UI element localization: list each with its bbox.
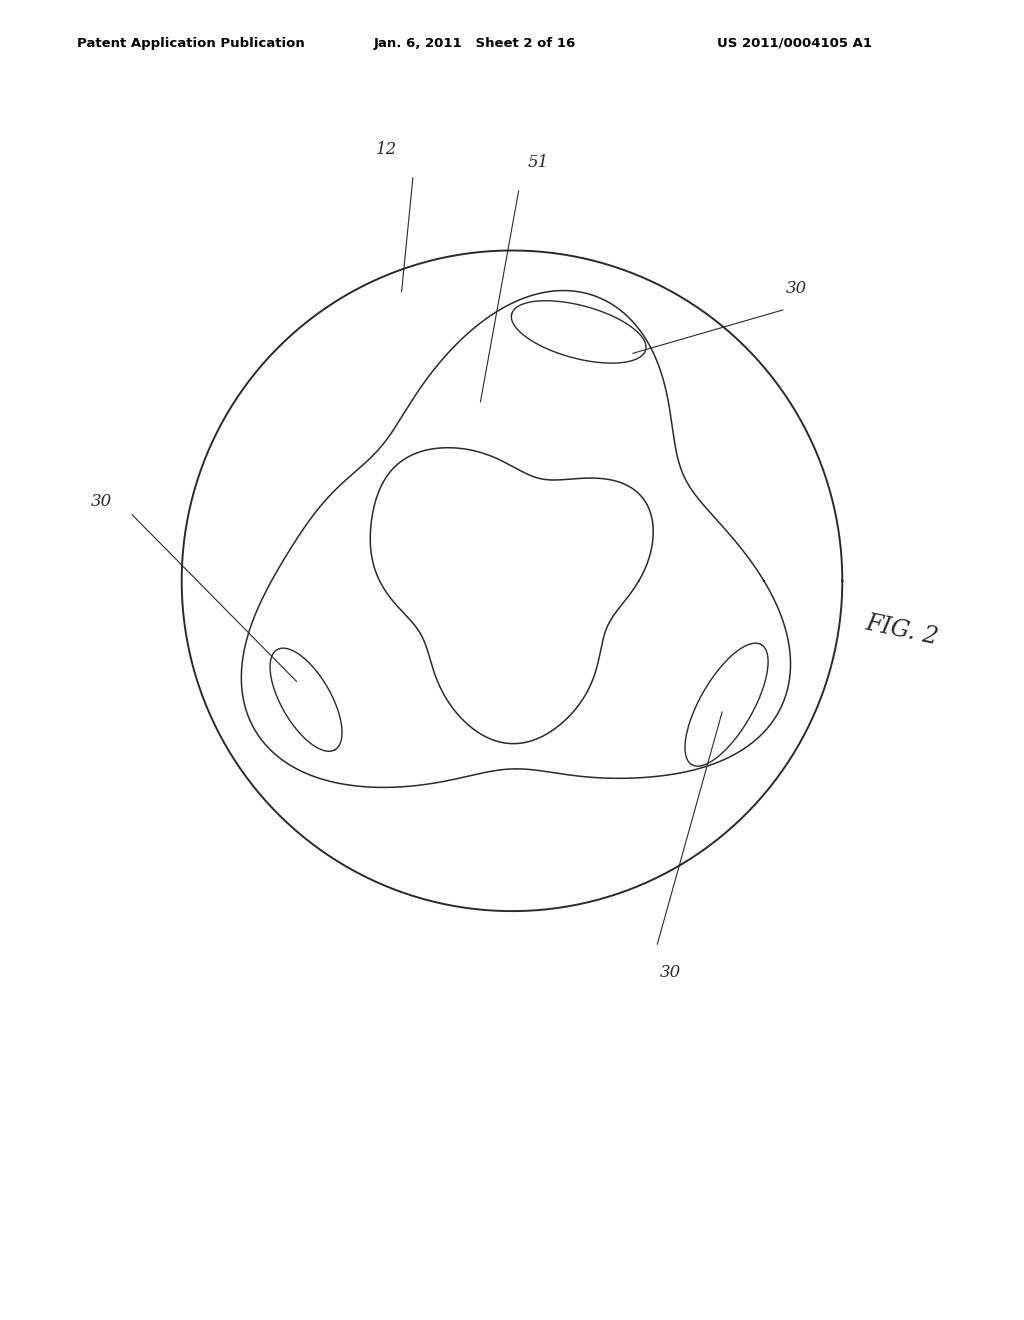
Text: 12: 12 [376,141,397,158]
Text: US 2011/0004105 A1: US 2011/0004105 A1 [717,37,871,50]
Text: 30: 30 [91,494,113,510]
Text: 51: 51 [527,154,549,172]
Text: FIG. 2: FIG. 2 [863,611,940,649]
Text: 30: 30 [659,964,681,981]
Text: Jan. 6, 2011   Sheet 2 of 16: Jan. 6, 2011 Sheet 2 of 16 [374,37,577,50]
Text: Patent Application Publication: Patent Application Publication [77,37,304,50]
Text: 30: 30 [785,280,807,297]
